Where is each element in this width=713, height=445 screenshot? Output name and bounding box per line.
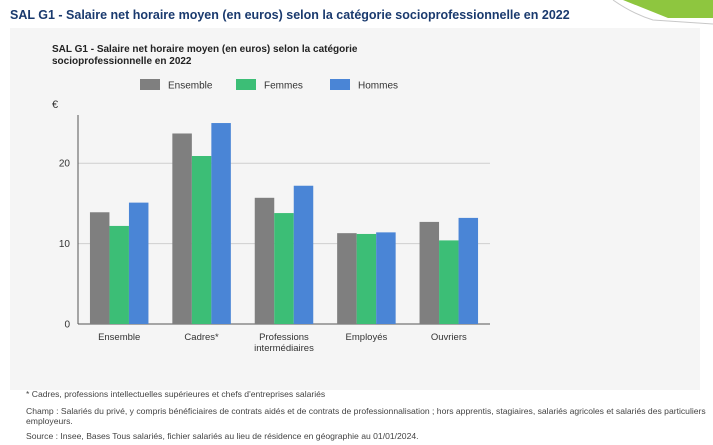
bar-chart: 0 10 20 € Ensemble Cadres* Professionsinterméd…: [52, 79, 490, 354]
x-tick-label: intermédiaires: [254, 343, 314, 354]
bar-hommes-4: [458, 217, 479, 324]
bar-femmes-3: [356, 233, 377, 324]
bar-femmes-0: [109, 225, 129, 324]
legend-swatch-femmes: [236, 79, 256, 90]
chart-panel: [10, 28, 700, 390]
bar-hommes-2: [293, 185, 314, 324]
footnote-cadres: * Cadres, professions intellectuelles su…: [26, 389, 326, 399]
footnote-champ: Champ : Salariés du privé, y compris bén…: [26, 405, 706, 427]
x-tick-label: Professions: [259, 332, 309, 343]
footnote-source: Source : Insee, Bases Tous salariés, fic…: [26, 430, 419, 441]
bar-hommes-1: [211, 123, 231, 325]
legend-swatch-hommes: [330, 79, 350, 90]
y-tick-label: 10: [59, 239, 71, 250]
y-tick-label: 20: [59, 159, 71, 170]
bar-ensemble-3: [337, 233, 357, 324]
footnotes: * Cadres, professions intellectuelles su…: [26, 389, 710, 445]
y-tick-label: 0: [64, 320, 70, 331]
bar-femmes-2: [274, 213, 294, 324]
chart-title-line-1: SAL G1 - Salaire net horaire moyen (en e…: [52, 44, 358, 55]
bar-hommes-3: [376, 232, 396, 324]
legend-swatch-ensemble: [140, 79, 160, 90]
page-title: SAL G1 - Salaire net horaire moyen (en e…: [10, 8, 570, 22]
bar-ensemble-0: [89, 212, 110, 324]
corner-decoration: [612, 0, 713, 25]
chart-title-line-2: socioprofessionnelle en 2022: [52, 56, 192, 67]
bar-femmes-1: [191, 155, 212, 324]
legend-label-femmes: Femmes: [264, 81, 303, 92]
x-tick-label: Employés: [346, 332, 388, 343]
x-tick-label: Cadres*: [184, 332, 219, 343]
chart-title: SAL G1 - Salaire net horaire moyen (en e…: [52, 44, 452, 68]
legend-label-hommes: Hommes: [358, 81, 398, 92]
bar-ensemble-2: [254, 197, 275, 324]
bar-ensemble-1: [172, 133, 192, 324]
bar-femmes-4: [439, 240, 459, 324]
x-tick-label: Ensemble: [98, 332, 140, 343]
x-tick-label: Ouvriers: [431, 332, 467, 343]
bar-hommes-0: [128, 202, 149, 324]
bar-ensemble-4: [419, 221, 440, 324]
legend-label-ensemble: Ensemble: [168, 81, 213, 92]
y-axis-label: €: [52, 99, 58, 111]
